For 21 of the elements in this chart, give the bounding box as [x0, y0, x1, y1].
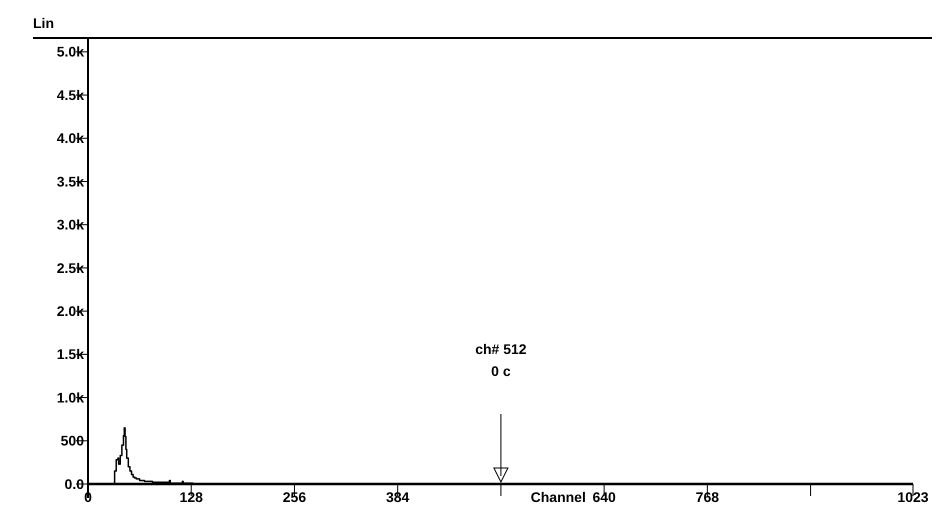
x-tick-label: 640	[592, 489, 616, 505]
y-tick-label: 1.5k	[56, 346, 84, 362]
y-axis-title: Lin	[33, 15, 54, 31]
y-tick-label: 2.5k	[56, 260, 84, 276]
y-tick-label: 4.0k	[56, 130, 84, 146]
x-tick-label: 384	[386, 489, 410, 505]
y-tick-label: 1.0k	[56, 389, 84, 406]
annotation: 0 c	[491, 363, 511, 379]
x-tick-label: 256	[282, 489, 306, 505]
y-tick-label: 3.0k	[56, 216, 84, 233]
y-tick-label: 0.0	[64, 476, 84, 492]
y-tick-label: 500	[60, 432, 84, 449]
y-tick-label: 5.0k	[56, 44, 84, 60]
x-tick-label: 768	[696, 489, 720, 505]
ref-line-label: ch# 512	[475, 341, 527, 357]
x-tick-label: 1023	[897, 489, 929, 505]
y-tick-label: 4.5k	[56, 86, 84, 103]
y-tick-label: 2.0k	[56, 303, 84, 320]
x-tick-label: 128	[180, 489, 204, 505]
y-tick-label: 3.5k	[56, 173, 84, 190]
x-axis-title: Channel	[530, 489, 586, 505]
